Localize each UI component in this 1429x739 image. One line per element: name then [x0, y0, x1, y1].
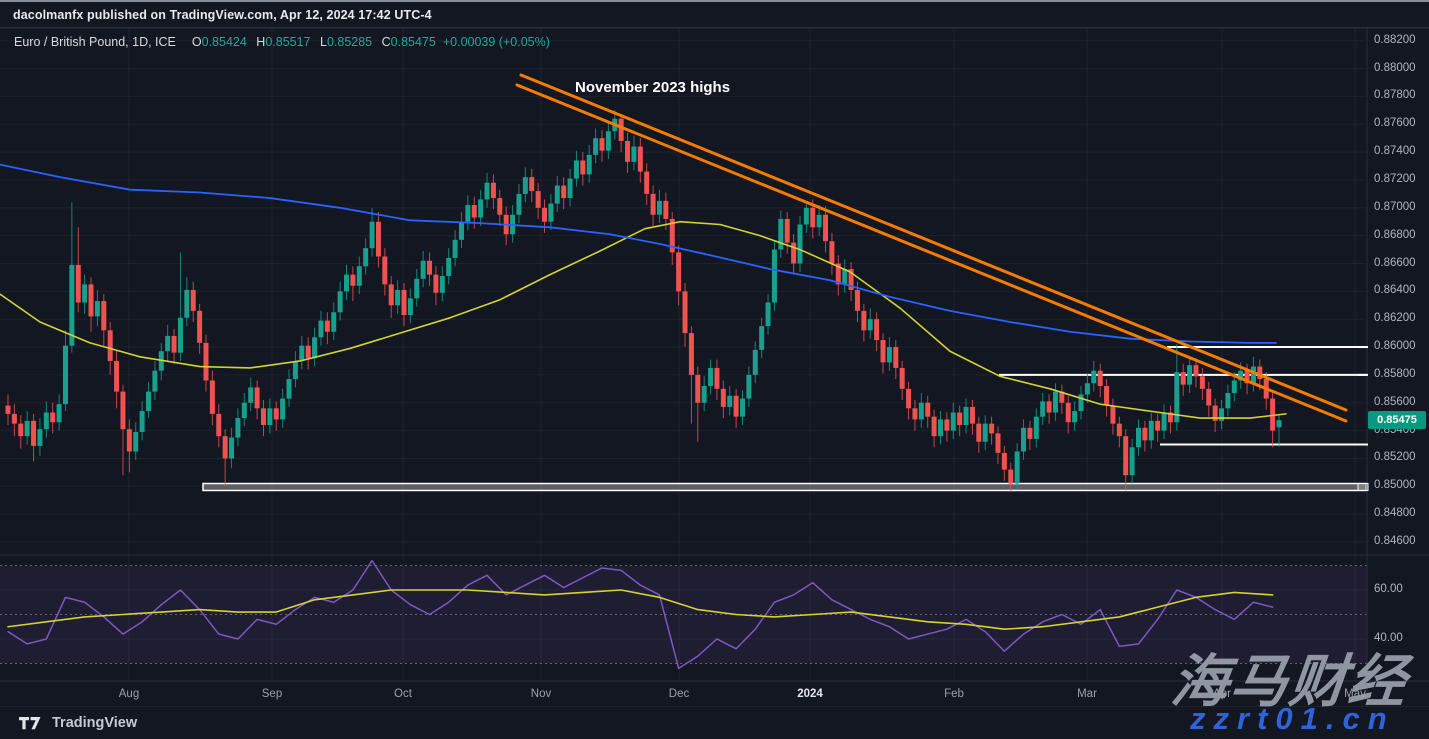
symbol-legend[interactable]: Euro / British Pound, 1D, ICE O0.85424 H… [14, 35, 550, 49]
tradingview-logo-icon[interactable] [19, 715, 43, 732]
low-label: L [320, 35, 327, 49]
price-tick-label: 0.86800 [1374, 228, 1416, 241]
price-tick-label: 0.86200 [1374, 312, 1416, 325]
time-tick-label: Sep [261, 688, 283, 700]
price-tick-label: 0.87200 [1374, 172, 1416, 185]
rsi-tick-label: 60.00 [1374, 583, 1403, 595]
time-tick-label: Nov [530, 688, 552, 700]
price-tick-label: 0.84800 [1374, 507, 1416, 520]
time-tick-label: Apr [1213, 688, 1231, 700]
price-tick-label: 0.85000 [1374, 479, 1416, 492]
rsi-tick-label: 40.00 [1374, 631, 1403, 644]
time-tick-label: 2024 [797, 688, 823, 700]
price-tick-label: 0.84600 [1374, 535, 1416, 547]
trendline-annotation-text[interactable]: November 2023 highs [575, 79, 731, 96]
symbol-title[interactable]: Euro / British Pound, 1D, ICE [14, 35, 176, 49]
price-tick-label: 0.87600 [1374, 117, 1416, 130]
low-value: 0.85285 [326, 35, 373, 49]
watermark-url: zzrt01.cn [1190, 701, 1395, 736]
time-tick-label: May [1344, 688, 1366, 700]
time-tick-label: Dec [668, 688, 690, 700]
time-tick-label: Oct [394, 688, 412, 700]
price-tick-label: 0.86400 [1374, 284, 1416, 297]
change-value: +0.00039 (+0.05%) [442, 35, 550, 49]
publish-info-text: dacolmanfx published on TradingView.com,… [13, 7, 432, 22]
price-tick-label: 0.87800 [1374, 89, 1416, 102]
publish-info-bar: dacolmanfx published on TradingView.com,… [0, 0, 1429, 28]
price-tick-label: 0.85800 [1374, 367, 1416, 380]
open-value: 0.85424 [201, 35, 247, 49]
price-tick-label: 0.86600 [1374, 256, 1416, 269]
price-tick-label: 0.88000 [1374, 61, 1416, 74]
price-tick-label: 0.86000 [1374, 340, 1416, 353]
tradingview-brand-text[interactable]: TradingView [52, 715, 138, 731]
open-label: O [191, 35, 202, 49]
price-tick-label: 0.85200 [1374, 451, 1416, 464]
close-label: C [381, 35, 391, 49]
high-value: 0.85517 [265, 35, 311, 49]
price-tick-label: 0.87000 [1374, 200, 1416, 213]
price-tick-label: 0.88200 [1374, 33, 1416, 46]
high-label: H [256, 35, 266, 49]
ohlc-values: O0.85424 H0.85517 L0.85285 C0.85475 [186, 35, 436, 49]
time-tick-label: Feb [944, 688, 964, 700]
footer-bar: TradingView [0, 707, 1429, 739]
time-tick-label: Mar [1077, 688, 1097, 700]
price-tick-label: 0.85600 [1374, 395, 1416, 408]
last-price-label: 0.85475 [1368, 411, 1426, 430]
close-value: 0.85475 [390, 35, 436, 49]
price-tick-label: 0.87400 [1374, 145, 1416, 158]
time-tick-label: Aug [118, 688, 140, 700]
